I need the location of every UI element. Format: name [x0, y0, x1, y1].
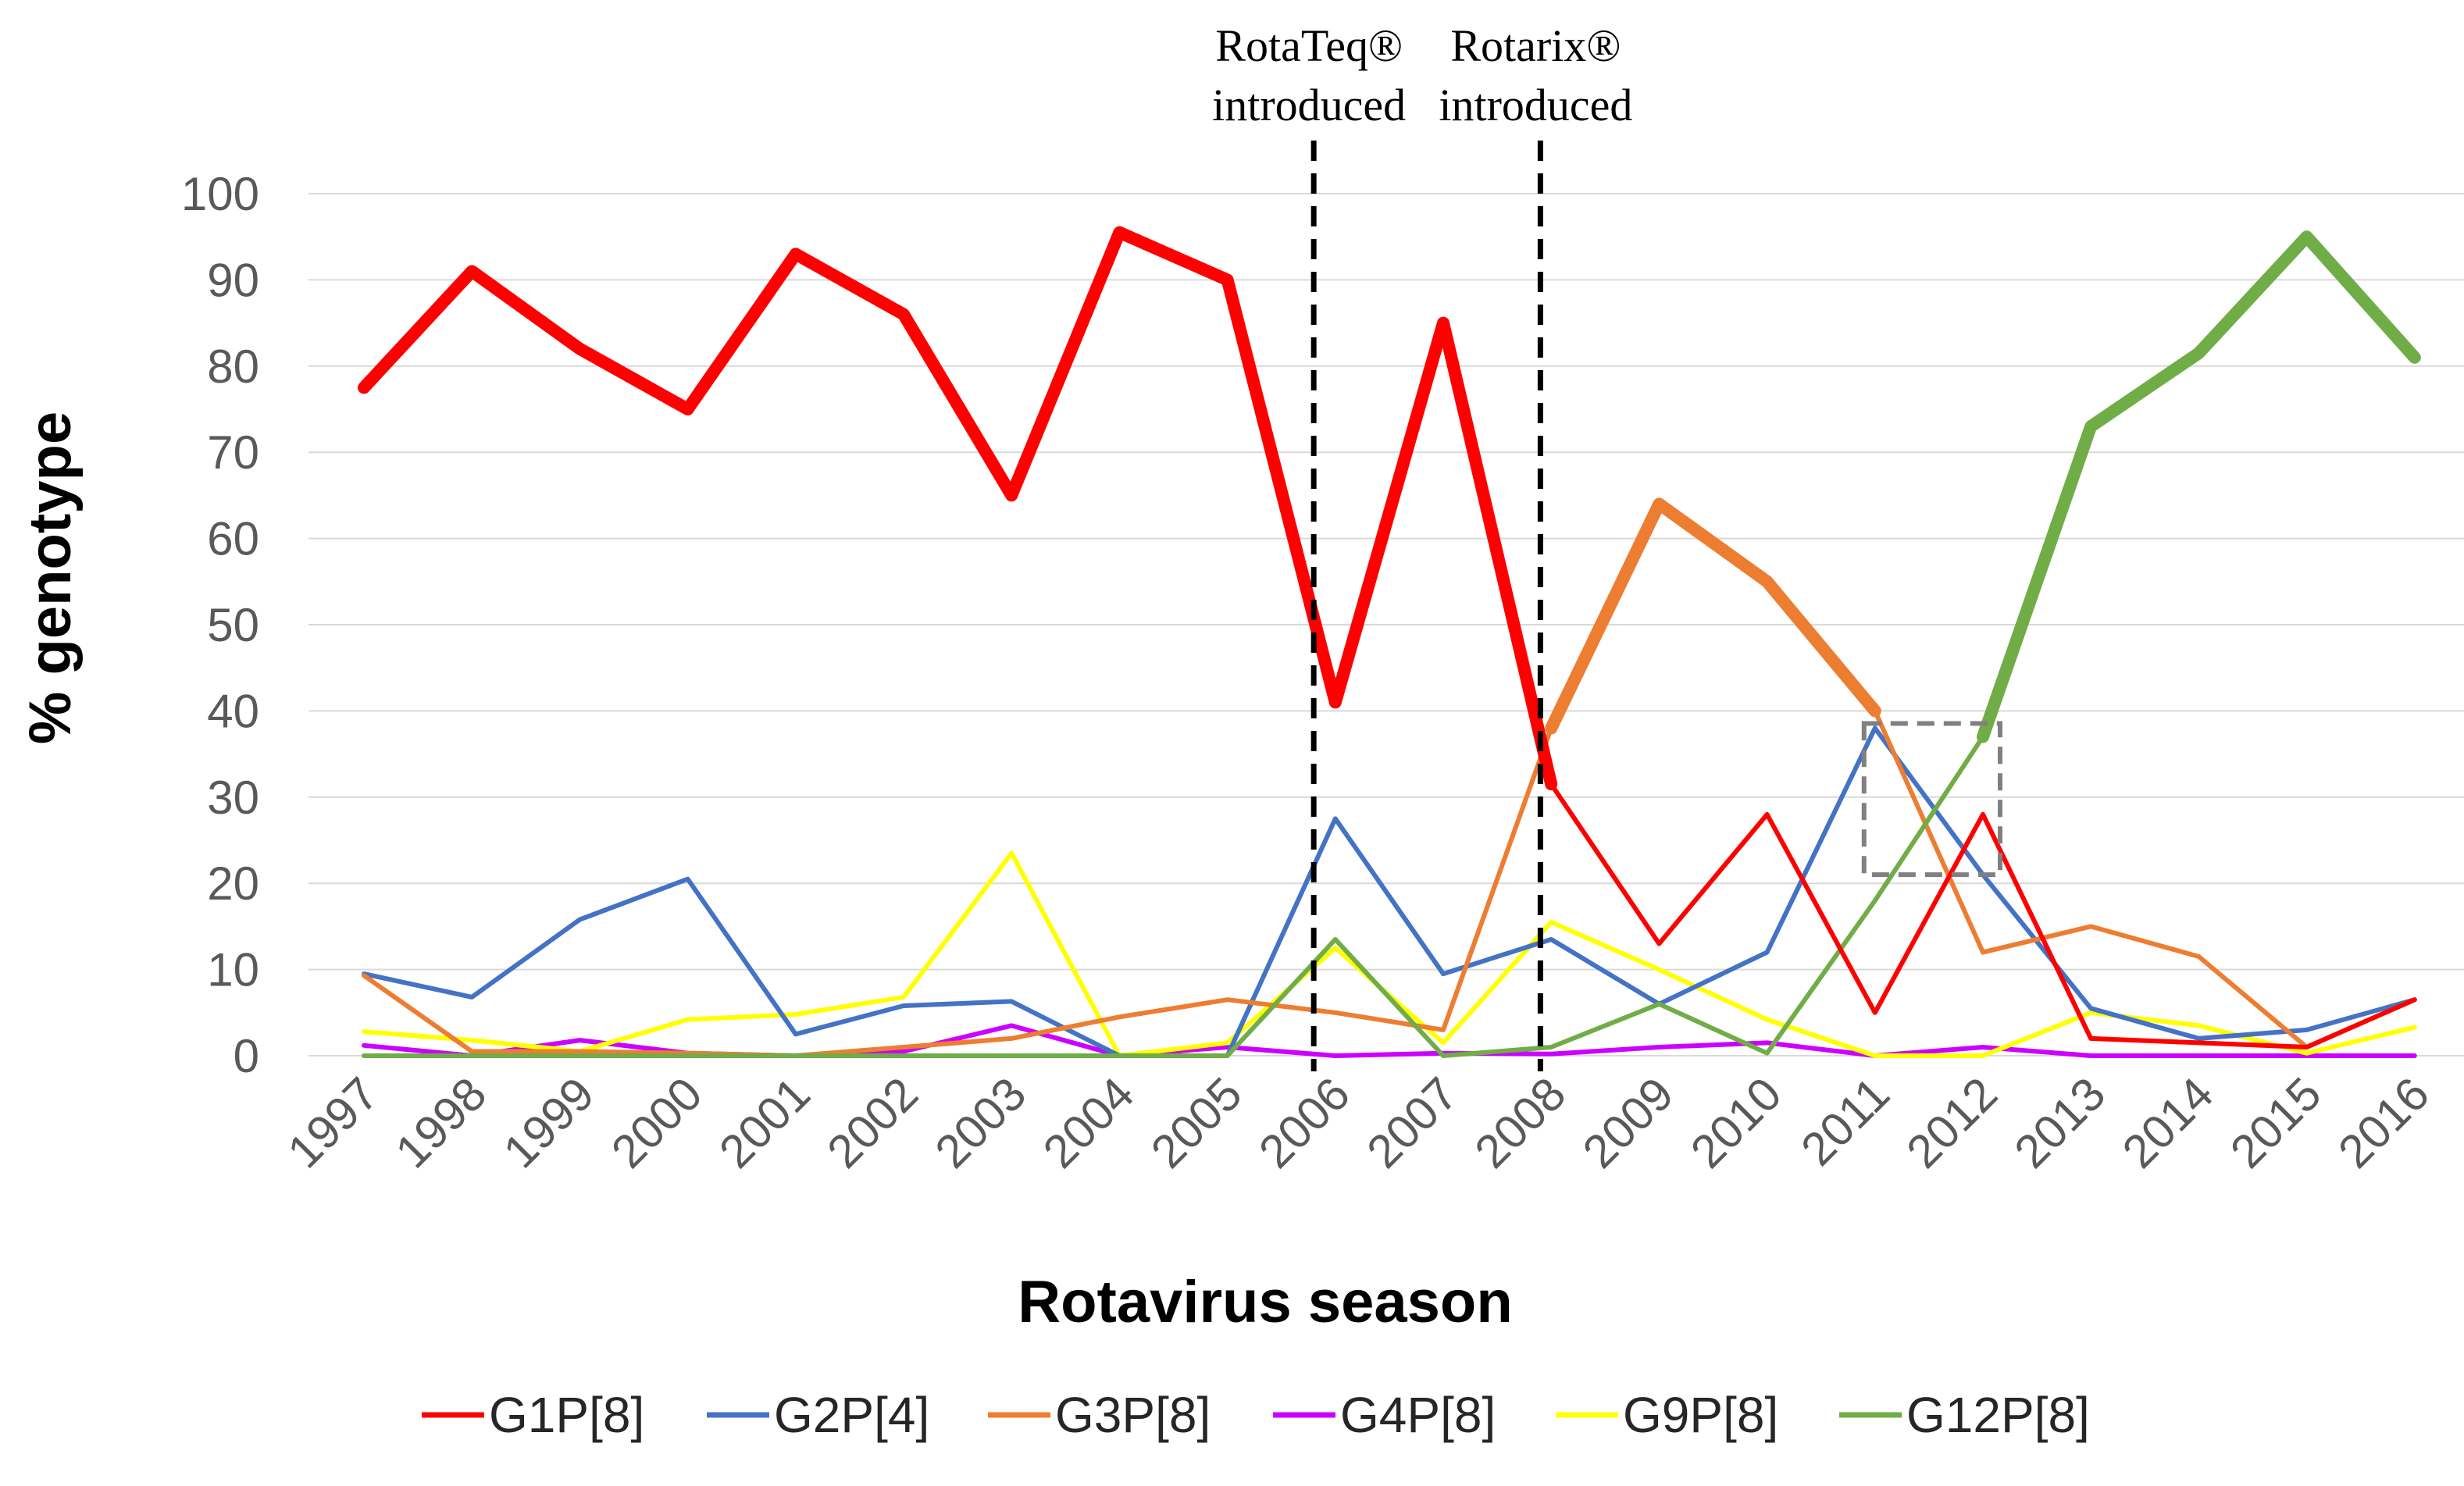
x-axis-ticks: 1997199819992000200120022003200420052006… [277, 1067, 2439, 1178]
y-tick-label: 70 [207, 426, 259, 479]
x-tick-label: 2000 [601, 1067, 712, 1178]
legend-label: G12P[8] [1906, 1387, 2090, 1443]
y-tick-label: 30 [207, 772, 259, 824]
annotations: RotaTeq® introduced Rotarix® introduced [1212, 20, 2003, 1071]
x-tick-label: 2012 [1896, 1067, 2007, 1178]
y-axis-title: % genotype [17, 412, 84, 745]
vaccine-annotation-text: introduced [1439, 80, 1632, 130]
legend: G1P[8] G2P[4] G3P[8] G4P[8] G9P[8] G12P[8] [422, 1387, 2090, 1443]
x-tick-label: 2009 [1573, 1067, 1684, 1178]
x-tick-label: 2015 [2220, 1067, 2331, 1178]
x-tick-label: 1997 [277, 1067, 388, 1178]
series-emphasis-g1p8 [358, 226, 1558, 791]
x-tick-label: 1999 [494, 1067, 604, 1178]
y-axis-ticks: 0 10 20 30 40 50 60 70 80 90 100 [181, 168, 259, 1082]
x-tick-label: 1998 [386, 1067, 497, 1178]
y-tick-label: 90 [207, 254, 259, 306]
series-line-g1p8 [362, 230, 2417, 1049]
y-tick-label: 20 [207, 857, 259, 910]
series-emphasis-g12p8 [1977, 230, 2421, 743]
legend-label: G4P[8] [1340, 1387, 1496, 1443]
series-emphasis-g3p8 [1545, 497, 1881, 735]
series-line-g3p8 [362, 501, 2417, 1058]
x-tick-label: 2005 [1141, 1067, 1252, 1178]
x-tick-label: 2016 [2328, 1067, 2439, 1178]
legend-label: G2P[4] [774, 1387, 929, 1443]
y-tick-label: 80 [207, 340, 259, 393]
vaccine-annotation-text: RotaTeq® [1215, 20, 1403, 71]
series-lines [358, 226, 2421, 1058]
y-tick-label: 50 [207, 599, 259, 651]
highlight-box [1861, 721, 2003, 878]
x-tick-label: 2006 [1249, 1067, 1360, 1178]
x-tick-label: 2011 [1791, 1067, 1899, 1176]
vaccine-annotation-text: Rotarix® [1450, 20, 1621, 71]
x-tick-label: 2003 [925, 1067, 1036, 1178]
x-tick-label: 2007 [1357, 1067, 1467, 1178]
x-axis-title: Rotavirus season [1018, 1269, 1513, 1335]
x-tick-label: 2013 [2005, 1067, 2116, 1178]
legend-label: G9P[8] [1623, 1387, 1778, 1443]
x-tick-label: 2004 [1033, 1067, 1144, 1178]
y-tick-label: 40 [207, 685, 259, 737]
legend-label: G1P[8] [489, 1387, 644, 1443]
vaccine-annotation-text: introduced [1212, 80, 1406, 130]
x-tick-label: 2008 [1465, 1067, 1576, 1178]
x-tick-label: 2014 [2113, 1067, 2223, 1178]
y-tick-label: 10 [207, 944, 259, 996]
series-line-g2p4 [362, 725, 2417, 1058]
gridlines [308, 193, 2464, 1057]
x-tick-label: 2001 [709, 1067, 820, 1178]
y-tick-label: 60 [207, 513, 259, 565]
x-tick-label: 2010 [1681, 1067, 1792, 1178]
legend-label: G3P[8] [1055, 1387, 1211, 1443]
y-tick-label: 100 [181, 168, 259, 220]
x-tick-label: 2002 [817, 1067, 928, 1178]
y-tick-label: 0 [234, 1030, 259, 1082]
